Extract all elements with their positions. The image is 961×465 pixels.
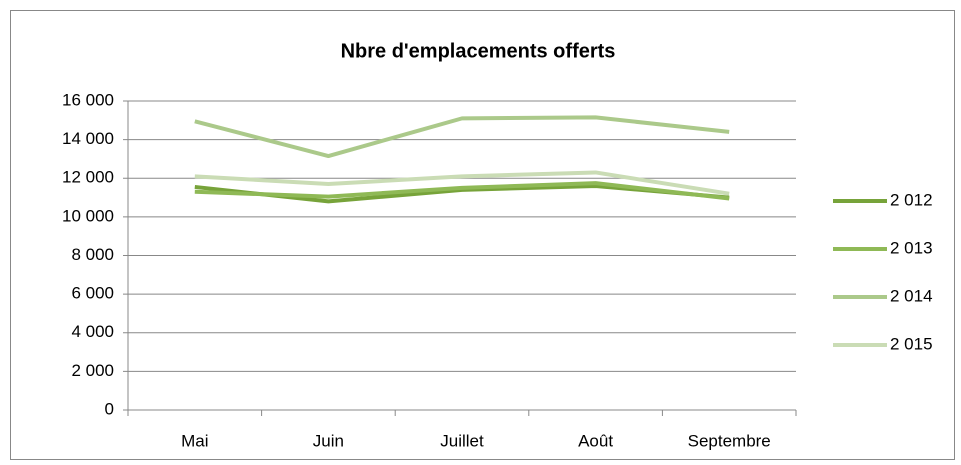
legend-label: 2 014 — [890, 286, 933, 305]
x-tick-label: Août — [578, 431, 613, 450]
y-tick-label: 12 000 — [62, 168, 114, 187]
x-tick-label: Mai — [181, 431, 208, 450]
y-tick-label: 6 000 — [71, 284, 114, 303]
y-tick-label: 8 000 — [71, 245, 114, 264]
y-tick-label: 0 — [105, 399, 114, 418]
x-tick-label: Septembre — [688, 431, 771, 450]
y-tick-label: 16 000 — [62, 90, 114, 109]
series-line — [194, 181, 730, 201]
legend-label: 2 015 — [890, 334, 933, 353]
x-tick-label: Juillet — [440, 431, 484, 450]
legend-label: 2 012 — [890, 190, 933, 209]
y-tick-label: 10 000 — [62, 206, 114, 225]
y-tick-label: 14 000 — [62, 129, 114, 148]
legend-label: 2 013 — [890, 238, 933, 257]
x-tick-label: Juin — [313, 431, 344, 450]
y-tick-label: 4 000 — [71, 322, 114, 341]
y-tick-label: 2 000 — [71, 361, 114, 380]
series-line — [194, 115, 730, 159]
series-line — [194, 170, 730, 196]
chart-frame — [10, 10, 955, 460]
chart-title: Nbre d'emplacements offerts — [341, 40, 616, 62]
